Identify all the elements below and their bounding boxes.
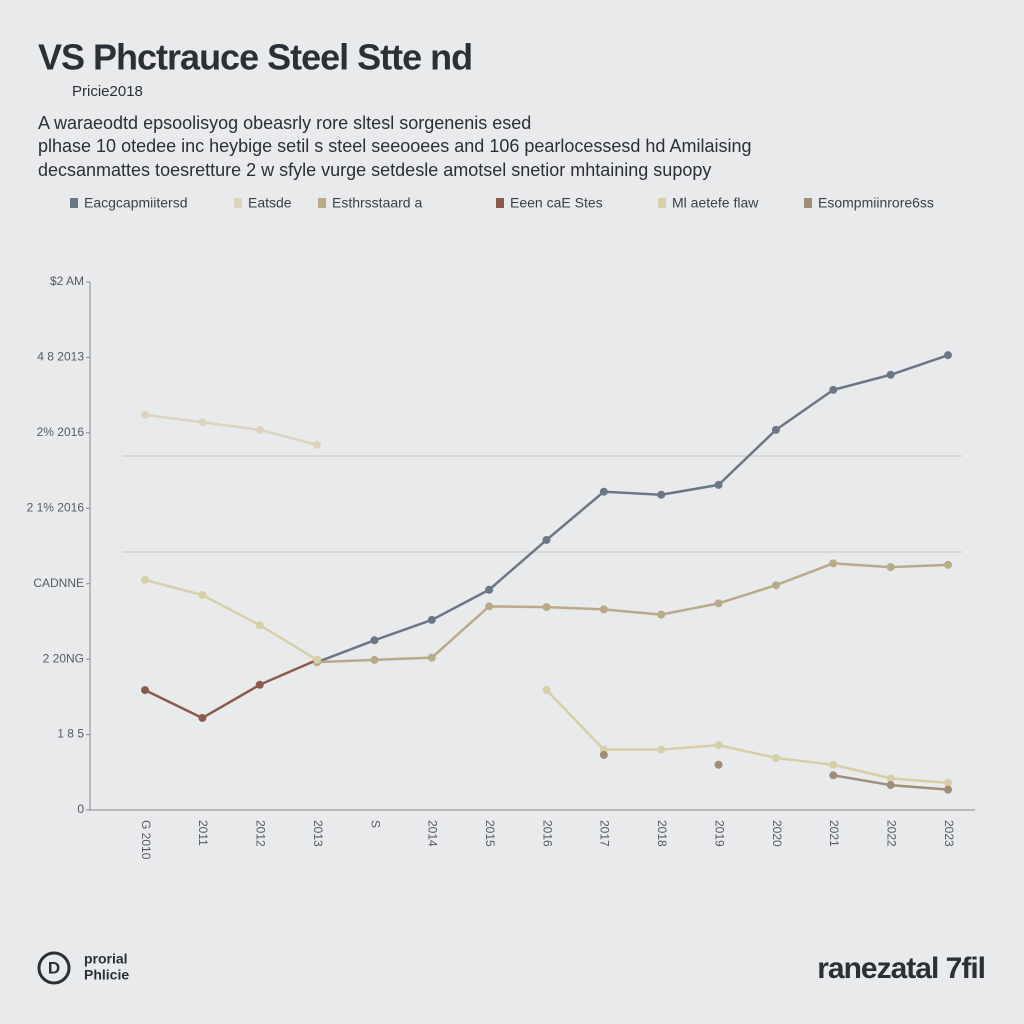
- y-tick-label: 2 1% 2016: [27, 500, 85, 514]
- x-tick-label: G 2010: [139, 820, 153, 860]
- data-point: [427, 615, 436, 624]
- x-tick-label: 2014: [426, 820, 440, 847]
- data-point: [829, 771, 838, 780]
- data-point: [886, 781, 895, 790]
- data-point: [657, 745, 666, 754]
- data-point: [944, 785, 952, 794]
- legend-label: Eeen caE Stes: [510, 195, 603, 211]
- legend-label: Esompmiinrore6ss: [818, 195, 934, 211]
- data-point: [141, 686, 149, 695]
- x-tick-label: 2011: [196, 820, 210, 846]
- data-point: [141, 575, 149, 584]
- description-line: A waraeodtd epsoolisyog obeasrly rore sl…: [38, 113, 531, 133]
- data-point: [599, 750, 608, 759]
- y-tick-label: $2 AM: [50, 274, 84, 288]
- data-point: [599, 487, 608, 496]
- data-point: [829, 760, 838, 769]
- y-tick-label: 0: [77, 802, 84, 816]
- data-point: [485, 585, 494, 594]
- data-point: [141, 410, 149, 419]
- data-point: [886, 774, 895, 783]
- footer-left: Phlicie: [84, 967, 129, 983]
- data-point: [198, 418, 207, 427]
- series-line: [144, 658, 318, 720]
- data-point: [255, 680, 264, 689]
- data-point: [599, 605, 608, 614]
- logo: [37, 951, 71, 985]
- data-point: [198, 591, 207, 600]
- data-point: [485, 602, 494, 611]
- data-point: [886, 563, 895, 572]
- x-tick-label: 2023: [942, 820, 956, 847]
- legend-swatch: [70, 198, 78, 208]
- data-point: [714, 480, 723, 489]
- legend-swatch: [658, 198, 666, 208]
- legend-label: Eatsde: [248, 195, 292, 211]
- x-tick-label: 2022: [884, 820, 898, 847]
- data-point: [944, 778, 952, 787]
- logo-letter: D: [48, 958, 60, 977]
- legend-swatch: [318, 198, 326, 208]
- data-point: [542, 535, 551, 544]
- legend-label: Eacgcapmiitersd: [84, 195, 188, 211]
- x-tick-label: 2012: [254, 820, 268, 847]
- x-tick-label: 2020: [770, 820, 784, 847]
- series-line: [316, 353, 949, 664]
- data-point: [542, 686, 551, 695]
- data-point: [255, 425, 264, 434]
- data-point: [886, 370, 895, 379]
- x-tick-label: S: [368, 820, 382, 828]
- chart-title: VS Phctrauce Steel Stte nd: [38, 37, 472, 78]
- legend-label: Ml aetefe flaw: [672, 195, 759, 211]
- data-point: [657, 610, 666, 619]
- data-point: [657, 490, 666, 499]
- data-point: [944, 560, 952, 569]
- data-point: [829, 559, 838, 568]
- chart-subtitle: Pricie2018: [72, 83, 143, 100]
- series-line: [144, 413, 318, 447]
- description-line: decsanmattes toesretture 2 w sfyle vurge…: [38, 160, 711, 180]
- y-tick-label: 2% 2016: [37, 425, 85, 439]
- data-point: [198, 713, 207, 722]
- x-tick-label: 2021: [827, 820, 841, 847]
- data-point: [313, 440, 322, 449]
- data-point: [714, 741, 723, 750]
- x-tick-label: 2013: [311, 820, 325, 847]
- legend-swatch: [234, 198, 242, 208]
- data-point: [542, 603, 551, 612]
- data-point: [427, 653, 436, 662]
- data-point: [771, 753, 780, 762]
- data-point: [313, 655, 322, 664]
- data-point: [255, 621, 264, 630]
- x-tick-label: 2019: [712, 820, 726, 847]
- data-point: [714, 599, 723, 608]
- y-tick-label: 1 8 5: [57, 727, 84, 741]
- footer-left: prorial: [84, 951, 128, 967]
- data-point: [370, 655, 379, 664]
- x-tick-label: 2015: [483, 820, 497, 847]
- y-tick-label: 4 8 2013: [37, 350, 84, 364]
- footer-right: ranezatal 7fil: [817, 952, 985, 985]
- data-point: [944, 351, 952, 360]
- legend-swatch: [496, 198, 504, 208]
- data-point: [714, 760, 723, 769]
- data-point: [370, 636, 379, 645]
- y-tick-label: 2 20NG: [43, 651, 84, 665]
- series-line: [317, 562, 949, 664]
- data-point: [771, 581, 780, 590]
- data-point: [829, 385, 838, 394]
- x-tick-label: 2017: [598, 820, 612, 847]
- x-tick-label: 2018: [655, 820, 669, 847]
- y-tick-label: CADNNE: [33, 576, 84, 590]
- data-point: [771, 425, 780, 434]
- legend-label: Esthrsstaard a: [332, 195, 422, 211]
- description-line: plhase 10 otedee inc heybige setil s ste…: [38, 136, 751, 156]
- legend-swatch: [804, 198, 812, 208]
- series-line: [144, 578, 949, 785]
- x-tick-label: 2016: [540, 820, 554, 847]
